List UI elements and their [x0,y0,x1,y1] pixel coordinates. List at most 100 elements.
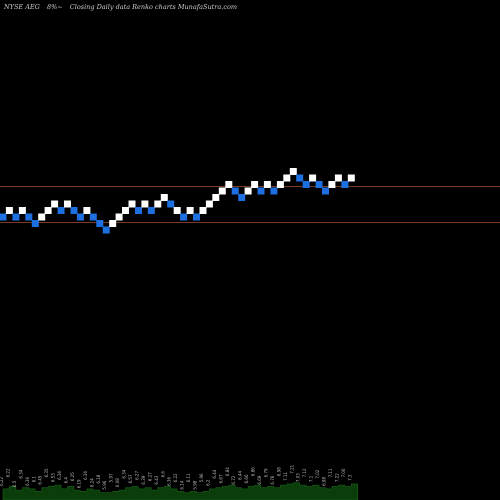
volume-label: 6.25 [70,472,75,481]
volume-label: 5.97 [109,473,114,482]
renko-brick-down [315,181,323,188]
volume-label: 6.84 [225,467,230,476]
renko-brick-up [225,181,233,188]
volume-label: 6.22 [173,473,178,482]
renko-brick-down [70,207,78,214]
volume-label: 6.22 [0,477,4,486]
renko-brick-up [109,220,117,227]
renko-brick-up [199,207,207,214]
volume-label: 6.36 [57,471,62,480]
renko-brick-up [276,181,284,188]
volume-label: 6.18 [96,474,101,483]
volume-label: 7.3 [347,474,352,481]
renko-brick-down [96,220,104,227]
renko-brick-up [244,187,252,195]
volume-label: 7.11 [328,468,333,477]
volume-label: 7.1 [309,475,314,482]
volume-label: 5.98 [193,480,198,489]
volume-label: 6.34 [18,469,23,478]
ticker-label: NYSE AEG [4,3,40,11]
renko-brick-up [51,200,59,208]
renko-brick-down [302,181,310,188]
renko-brick-down [193,213,200,221]
renko-brick-down [31,220,39,227]
renko-brick-down [89,213,97,221]
renko-brick-down [0,213,7,221]
volume-label: 5.96 [199,473,204,482]
volume-area [2,482,359,500]
volume-label: 6.19 [76,479,81,488]
renko-brick-down [25,213,33,221]
volume-label: 5.96 [102,480,107,489]
volume-label: 7.02 [315,469,320,478]
renko-brick-up [283,174,291,182]
volume-label: 6.34 [122,469,127,478]
renko-brick-up [38,213,46,221]
volume-label: 6.2 [205,479,210,486]
renko-brick-down [296,174,304,182]
renko-brick-up [347,174,355,182]
renko-brick-up [18,207,26,214]
renko-brick-up [5,207,13,214]
volume-label: 6.44 [212,469,217,478]
volume-label: 6.66 [244,474,249,483]
volume-label: 6.43 [154,475,159,484]
volume-label: 6.98 [322,477,327,486]
renko-brick-up [205,200,213,208]
renko-brick-up [64,200,71,208]
renko-brick-down [322,187,329,195]
renko-brick-down [135,207,142,214]
renko-brick-up [186,207,194,214]
volume-label: 7.12 [302,468,307,477]
volume-label: 7.11 [283,472,288,481]
renko-brick-down [167,200,175,208]
volume-label: 6.27 [147,472,152,481]
volume-label: 6.57 [128,474,133,483]
renko-brick-down [231,187,239,195]
renko-brick-down [147,207,155,214]
volume-label: 6.39 [141,475,146,484]
renko-brick-down [102,226,110,234]
volume-label: 6.14 [180,480,185,489]
volume-label: 6.98 [276,467,281,476]
renko-brick-up [218,187,226,195]
renko-brick-up [154,200,162,208]
volume-label: 6.36 [167,477,172,486]
volume-label: 6.1 [31,475,36,482]
renko-brick-down [57,207,65,214]
volume-label: 7.03 [296,473,301,482]
renko-brick-down [76,213,84,221]
volume-label: 6.11 [186,473,191,482]
volume-label: 6.24 [89,478,94,487]
volume-label: 6.45 [38,475,43,484]
volume-label: 7.06 [341,468,346,477]
volume-label: 6.22 [5,468,10,477]
renko-brick-down [341,181,349,188]
volume-label: 6.36 [25,477,30,486]
volume-label: 6.27 [135,471,140,480]
volume-label: 6.08 [115,478,120,487]
volume-label: 7.21 [289,464,294,473]
renko-brick-down [238,194,246,201]
caption-label: Closing Daily data Renko charts MunafaSu… [69,3,238,11]
volume-label: 6.72 [231,475,236,484]
renko-brick-down [270,187,278,195]
renko-brick-up [83,207,91,214]
volume-label: 6.67 [218,474,223,483]
volume-label: 6.79 [263,468,268,477]
renko-brick-down [257,187,265,195]
volume-label: 6.5 [12,480,17,487]
renko-brick-up [334,174,342,182]
renko-brick-up [115,213,123,221]
renko-brick-up [309,174,317,182]
renko-brick-up [160,194,168,201]
renko-brick-up [128,200,136,208]
volume-label: 6.76 [270,475,275,484]
renko-brick-up [328,181,336,188]
renko-brick-up [141,200,149,208]
chart-header: NYSE AEG 8%~ Closing Daily data Renko ch… [4,3,242,11]
volume-label: 6.69 [257,475,262,484]
renko-brick-down [12,213,20,221]
